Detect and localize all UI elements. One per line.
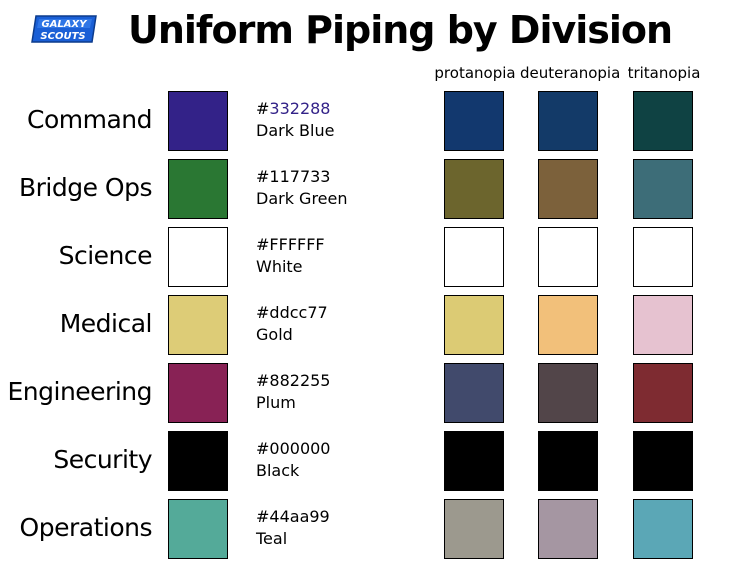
color-name: Gold bbox=[256, 325, 293, 344]
hex-code: #882255 bbox=[256, 371, 330, 391]
column-header-deuteranopia: deuteranopia bbox=[520, 64, 621, 82]
color-name: White bbox=[256, 257, 303, 276]
division-row: Engineering #882255 Plum bbox=[0, 363, 736, 425]
color-swatch bbox=[168, 159, 228, 219]
protanopia-swatch bbox=[444, 431, 504, 491]
hex-code: #ddcc77 bbox=[256, 303, 328, 323]
deuteranopia-swatch bbox=[538, 295, 598, 355]
logo-line1: GALAXY bbox=[41, 19, 88, 30]
color-name: Plum bbox=[256, 393, 296, 412]
hex-code: #117733 bbox=[256, 167, 330, 187]
hex-hash: # bbox=[256, 99, 270, 118]
protanopia-swatch bbox=[444, 499, 504, 559]
protanopia-swatch bbox=[444, 91, 504, 151]
color-swatch bbox=[168, 499, 228, 559]
protanopia-swatch bbox=[444, 295, 504, 355]
deuteranopia-swatch bbox=[538, 363, 598, 423]
tritanopia-swatch bbox=[633, 295, 693, 355]
hex-hash: # bbox=[256, 507, 270, 526]
hex-value: 117733 bbox=[269, 167, 331, 186]
division-name: Engineering bbox=[7, 377, 153, 406]
division-name: Operations bbox=[19, 513, 153, 542]
division-row: Operations #44aa99 Teal bbox=[0, 499, 736, 561]
hex-hash: # bbox=[256, 235, 270, 254]
division-name: Bridge Ops bbox=[18, 173, 153, 202]
logo-line2: SCOUTS bbox=[40, 31, 85, 42]
deuteranopia-swatch bbox=[538, 499, 598, 559]
hex-hash: # bbox=[256, 167, 270, 186]
tritanopia-swatch bbox=[633, 431, 693, 491]
deuteranopia-swatch bbox=[538, 227, 598, 287]
galaxy-scouts-logo: GALAXY SCOUTS bbox=[30, 14, 98, 44]
deuteranopia-swatch bbox=[538, 431, 598, 491]
column-header-protanopia: protanopia bbox=[434, 64, 516, 82]
division-name: Medical bbox=[59, 309, 153, 338]
protanopia-swatch bbox=[444, 227, 504, 287]
division-name: Science bbox=[58, 241, 153, 270]
color-name: Dark Green bbox=[256, 189, 348, 208]
color-name: Teal bbox=[256, 529, 288, 548]
division-row: Bridge Ops #117733 Dark Green bbox=[0, 159, 736, 221]
color-swatch bbox=[168, 431, 228, 491]
hex-hash: # bbox=[256, 439, 270, 458]
color-swatch bbox=[168, 91, 228, 151]
protanopia-swatch bbox=[444, 159, 504, 219]
hex-value: 000000 bbox=[269, 439, 331, 458]
hex-code: #000000 bbox=[256, 439, 330, 459]
hex-value: 332288 bbox=[269, 99, 331, 118]
color-swatch bbox=[168, 227, 228, 287]
hex-code: #FFFFFF bbox=[256, 235, 325, 255]
tritanopia-swatch bbox=[633, 363, 693, 423]
color-swatch bbox=[168, 295, 228, 355]
deuteranopia-swatch bbox=[538, 159, 598, 219]
division-name: Command bbox=[27, 105, 153, 134]
tritanopia-swatch bbox=[633, 159, 693, 219]
hex-value: 44aa99 bbox=[269, 507, 330, 526]
page-title: Uniform Piping by Division bbox=[128, 8, 673, 52]
hex-value: 882255 bbox=[269, 371, 331, 390]
hex-value: FFFFFF bbox=[269, 235, 325, 254]
protanopia-swatch bbox=[444, 363, 504, 423]
division-name: Security bbox=[53, 445, 152, 474]
division-row: Medical #ddcc77 Gold bbox=[0, 295, 736, 357]
hex-hash: # bbox=[256, 303, 270, 322]
division-row: Security #000000 Black bbox=[0, 431, 736, 493]
hex-value: ddcc77 bbox=[269, 303, 328, 322]
tritanopia-swatch bbox=[633, 91, 693, 151]
column-header-tritanopia: tritanopia bbox=[627, 64, 701, 82]
hex-hash: # bbox=[256, 371, 270, 390]
color-name: Black bbox=[256, 461, 300, 480]
deuteranopia-swatch bbox=[538, 91, 598, 151]
hex-code: #44aa99 bbox=[256, 507, 330, 527]
tritanopia-swatch bbox=[633, 499, 693, 559]
tritanopia-swatch bbox=[633, 227, 693, 287]
hex-code: #332288 bbox=[256, 99, 330, 119]
division-row: Science #FFFFFF White bbox=[0, 227, 736, 289]
color-swatch bbox=[168, 363, 228, 423]
color-name: Dark Blue bbox=[256, 121, 335, 140]
division-row: Command #332288 Dark Blue bbox=[0, 91, 736, 153]
